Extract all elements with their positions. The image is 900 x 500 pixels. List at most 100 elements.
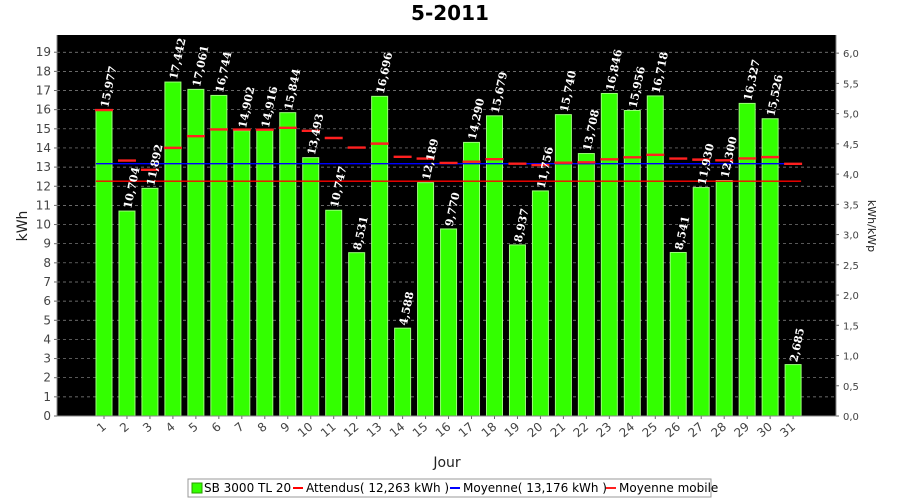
x-tick-label: 4	[163, 420, 178, 436]
legend-label: Moyenne mobile	[619, 481, 718, 495]
bar-day-16	[440, 228, 458, 417]
y-tick-label: 0	[43, 409, 51, 423]
bar-day-1	[95, 109, 113, 417]
legend-label: Moyenne( 13,176 kWh )	[463, 481, 607, 495]
bar-day-28	[715, 180, 733, 417]
x-tick-label: 14	[387, 420, 408, 441]
bar-day-11	[325, 209, 343, 417]
y-tick-label: 10	[36, 218, 51, 232]
y-right-tick-label: 4,0	[843, 170, 859, 181]
bar-day-3	[141, 187, 159, 417]
x-tick-label: 24	[617, 420, 638, 441]
bar-day-18	[485, 115, 503, 417]
bar-day-12	[348, 252, 366, 417]
bar-day-6	[210, 94, 228, 417]
bar-day-25	[646, 95, 664, 417]
y-right-tick-label: 5,5	[843, 79, 859, 90]
y-tick-label: 4	[43, 332, 51, 346]
y-right-tick-label: 5,0	[843, 110, 859, 121]
y-tick-label: 15	[36, 122, 51, 136]
x-tick-label: 31	[777, 420, 798, 441]
bar-day-5	[187, 88, 205, 417]
chart-title: 5-2011	[411, 1, 489, 25]
x-tick-label: 13	[364, 420, 385, 441]
x-tick-label: 22	[571, 420, 592, 441]
x-tick-label: 27	[685, 420, 706, 441]
bar-day-8	[256, 129, 274, 417]
x-tick-label: 26	[662, 420, 683, 441]
bar-day-17	[463, 141, 481, 417]
bar-day-20	[531, 190, 549, 417]
legend-label: SB 3000 TL 20	[204, 481, 291, 495]
legend-label: Attendus( 12,263 kWh )	[306, 481, 449, 495]
bar-day-7	[233, 130, 251, 417]
y-right-tick-label: 0,5	[843, 382, 859, 393]
y-tick-label: 8	[43, 256, 51, 270]
y-tick-label: 5	[43, 313, 51, 327]
y-axis-right-label: kWh/kWp	[865, 200, 878, 252]
x-tick-label: 15	[410, 420, 431, 441]
y-tick-label: 6	[43, 294, 51, 308]
x-tick-label: 1	[94, 420, 109, 436]
bar-day-4	[164, 81, 182, 417]
y-right-tick-label: 1,0	[843, 352, 859, 363]
y-tick-label: 19	[36, 45, 51, 59]
y-right-tick-label: 1,5	[843, 321, 859, 332]
y-tick-label: 12	[36, 179, 51, 193]
x-tick-label: 21	[548, 420, 569, 441]
x-tick-label: 12	[341, 420, 362, 441]
bar-day-31	[784, 364, 802, 417]
y-right-tick-label: 2,5	[843, 261, 859, 272]
bar-day-29	[738, 102, 756, 417]
x-tick-label: 29	[731, 420, 752, 441]
legend-swatch-bar	[191, 482, 203, 494]
bar-day-27	[692, 187, 710, 417]
x-tick-label: 19	[502, 420, 523, 441]
bar-day-21	[554, 114, 572, 417]
x-tick-label: 7	[232, 420, 247, 436]
x-tick-label: 30	[754, 420, 775, 441]
y-right-tick-label: 3,5	[843, 200, 859, 211]
y-tick-label: 13	[36, 160, 51, 174]
y-tick-label: 9	[43, 237, 51, 251]
x-tick-label: 11	[318, 420, 339, 441]
bar-day-14	[394, 327, 412, 417]
y-right-tick-label: 2,0	[843, 291, 859, 302]
bar-day-2	[118, 210, 136, 417]
x-tick-label: 18	[479, 420, 500, 441]
x-tick-label: 10	[295, 420, 316, 441]
x-tick-label: 8	[255, 420, 270, 436]
legend-box	[187, 478, 712, 498]
y-tick-label: 16	[36, 103, 51, 117]
y-axis-label: kWh	[15, 211, 31, 242]
y-right-tick-label: 4,5	[843, 140, 859, 151]
y-tick-label: 18	[36, 64, 51, 78]
y-right-tick-label: 3,0	[843, 231, 859, 242]
x-axis-label: Jour	[432, 455, 461, 471]
y-tick-label: 14	[36, 141, 51, 155]
x-tick-label: 5	[186, 420, 201, 436]
bar-day-26	[669, 251, 687, 417]
x-tick-label: 20	[525, 420, 546, 441]
bar-day-9	[279, 112, 297, 417]
bar-day-23	[600, 92, 618, 417]
x-tick-label: 25	[640, 420, 661, 441]
y-tick-label: 1	[43, 390, 51, 404]
x-tick-label: 9	[278, 420, 293, 436]
legend: SB 3000 TL 20 Attendus( 12,263 kWh ) Moyen…	[187, 478, 718, 498]
x-tick-label: 2	[117, 420, 132, 436]
x-tick-label: 3	[140, 420, 155, 436]
bar-day-19	[508, 244, 526, 417]
bar-day-15	[417, 182, 435, 417]
y-tick-label: 2	[43, 371, 51, 385]
y-tick-label: 17	[36, 84, 51, 98]
x-tick-label: 23	[594, 420, 615, 441]
bar-day-10	[302, 157, 320, 417]
y-right-tick-label: 0,0	[843, 412, 859, 423]
y-tick-label: 7	[43, 275, 51, 289]
y-right-tick-label: 6,0	[843, 49, 859, 60]
x-tick-label: 17	[456, 420, 477, 441]
x-tick-label: 6	[209, 420, 224, 436]
x-tick-label: 16	[433, 420, 454, 441]
